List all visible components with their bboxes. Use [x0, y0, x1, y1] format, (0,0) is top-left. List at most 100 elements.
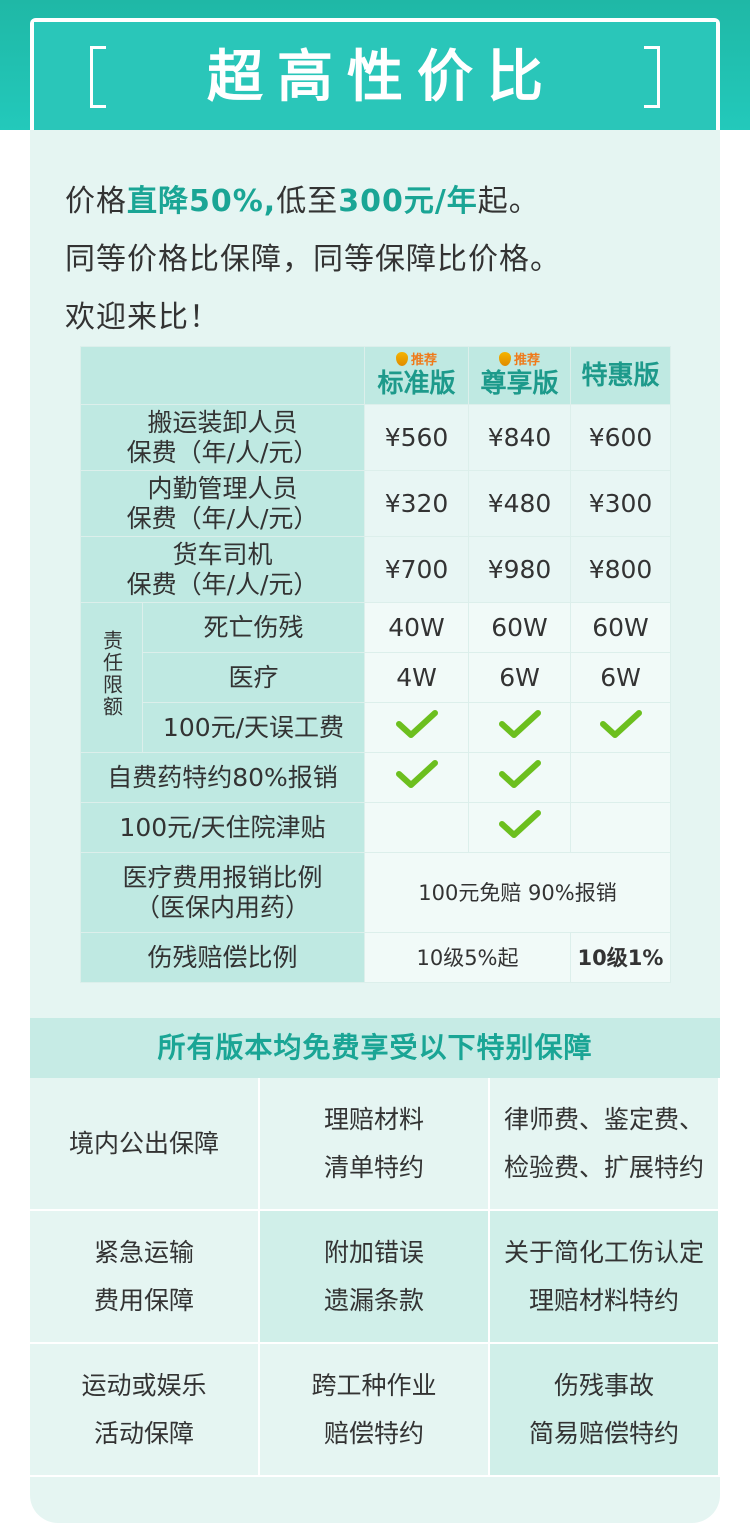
row-label: 自费药特约80%报销: [80, 752, 365, 803]
intro-line-2: 同等价格比保障，同等保障比价格。: [65, 242, 561, 277]
medical-ratio-value: 100元免赔 90%报销: [364, 852, 671, 933]
row-label-line: 医疗费用报销比例: [122, 862, 323, 892]
price-cell: ¥480: [468, 470, 571, 537]
benefit-cell: 境内公出保障: [30, 1078, 260, 1211]
row-label: 内勤管理人员 保费（年/人/元）: [80, 470, 365, 537]
limit-cell: 6W: [468, 652, 571, 703]
table-row: 医疗 4W 6W 6W: [81, 652, 671, 703]
table-row: 货车司机 保费（年/人/元） ¥700 ¥980 ¥800: [80, 536, 671, 603]
row-label: 100元/天误工费: [142, 702, 365, 753]
row-label-line: 货车司机: [172, 539, 273, 569]
plan-header-premium: 推荐 尊享版: [468, 346, 571, 405]
benefit-line: 检验费、扩展特约: [503, 1152, 704, 1182]
benefit-line: 境内公出保障: [68, 1128, 219, 1158]
check-cell: [570, 752, 671, 803]
price-cell: ¥980: [468, 536, 571, 603]
check-cell: [364, 802, 469, 853]
benefit-cell: 伤残事故 简易赔偿特约: [490, 1344, 720, 1477]
plan-header-standard: 推荐 标准版: [364, 346, 469, 405]
limit-cell: 60W: [468, 602, 571, 653]
row-label: 搬运装卸人员 保费（年/人/元）: [80, 404, 365, 471]
limit-cell: 4W: [364, 652, 469, 703]
intro-text: 价格直降50%,低至300元/年起。 同等价格比保障，同等保障比价格。 欢迎来比…: [65, 173, 705, 347]
medal-icon: [498, 352, 511, 366]
row-label-line: 保费（年/人/元）: [126, 569, 319, 599]
intro-line-3: 欢迎来比！: [65, 300, 220, 335]
benefit-line: 简易赔偿特约: [528, 1418, 679, 1448]
plan-header-discount: 特惠版: [570, 346, 671, 405]
benefit-line: 关于简化工伤认定: [503, 1237, 704, 1267]
liability-group-label: 责任限额: [80, 602, 143, 753]
table-row: 100元/天误工费: [81, 702, 671, 753]
right-bracket-icon: [644, 46, 660, 108]
benefit-line: 附加错误: [323, 1237, 424, 1267]
limit-cell: 40W: [364, 602, 469, 653]
row-label: 货车司机 保费（年/人/元）: [80, 536, 365, 603]
row-label: 伤残赔偿比例: [80, 932, 365, 983]
benefit-line: 赔偿特约: [323, 1418, 424, 1448]
row-label: 医疗费用报销比例 （医保内用药）: [80, 852, 365, 933]
badge-label: 推荐: [513, 353, 540, 368]
intro-line-1: 价格直降50%,低至300元/年起。: [65, 173, 705, 231]
limit-cell: 6W: [570, 652, 671, 703]
check-icon: [599, 710, 642, 738]
price-cell: ¥300: [570, 470, 671, 537]
check-cell: [364, 702, 469, 753]
check-icon: [498, 810, 541, 838]
price-drop-highlight: 直降50%,: [127, 184, 277, 219]
disability-ratio-discount-value: 10级1%: [570, 932, 671, 983]
row-label: 医疗: [142, 652, 365, 703]
check-icon: [498, 710, 541, 738]
left-bracket-icon: [90, 46, 106, 108]
benefit-line: 紧急运输: [93, 1237, 194, 1267]
table-row: 内勤管理人员 保费（年/人/元） ¥320 ¥480 ¥300: [80, 470, 671, 537]
benefit-line: 理赔材料特约: [528, 1285, 679, 1315]
benefits-grid: 境内公出保障 理赔材料 清单特约 律师费、鉴定费、 检验费、扩展特约 紧急运输 费用保…: [30, 1078, 720, 1477]
benefit-cell: 附加错误 遗漏条款: [260, 1211, 490, 1344]
row-label: 100元/天住院津贴: [80, 802, 365, 853]
disability-ratio-value: 10级5%起: [364, 932, 571, 983]
check-cell: [570, 702, 671, 753]
benefit-cell: 律师费、鉴定费、 检验费、扩展特约: [490, 1078, 720, 1211]
plan-name: 标准版: [377, 369, 456, 399]
price-cell: ¥700: [364, 536, 469, 603]
benefit-line: 费用保障: [93, 1285, 194, 1315]
check-icon: [498, 760, 541, 788]
row-label-line: 保费（年/人/元）: [126, 437, 319, 467]
plan-name: 特惠版: [581, 360, 660, 391]
intro-text-segment: 低至: [276, 184, 339, 219]
plan-comparison-table: 推荐 标准版 推荐 尊享版 特惠版 搬运装卸人员 保费（年/人/元） ¥560 ¥…: [80, 346, 671, 983]
benefit-cell: 紧急运输 费用保障: [30, 1211, 260, 1344]
check-cell: [570, 802, 671, 853]
row-label-line: 搬运装卸人员: [147, 407, 298, 437]
row-label-line: （医保内用药）: [134, 892, 310, 922]
page-title: 超高性价比: [207, 44, 557, 110]
price-cell: ¥320: [364, 470, 469, 537]
benefit-line: 运动或娱乐: [81, 1370, 207, 1400]
row-label-line: 内勤管理人员: [147, 473, 298, 503]
check-icon: [395, 710, 438, 738]
min-price-highlight: 300元/年: [338, 184, 478, 219]
table-row: 医疗费用报销比例 （医保内用药） 100元免赔 90%报销: [80, 852, 671, 933]
table-row: 责任限额 死亡伤残 40W 60W 60W: [80, 602, 671, 753]
recommend-badge: 推荐: [469, 352, 570, 369]
check-cell: [468, 752, 571, 803]
benefit-line: 活动保障: [93, 1418, 194, 1448]
row-label-line: 保费（年/人/元）: [126, 503, 319, 533]
check-cell: [468, 802, 571, 853]
badge-label: 推荐: [410, 353, 437, 368]
benefit-cell: 跨工种作业 赔偿特约: [260, 1344, 490, 1477]
check-cell: [364, 752, 469, 803]
plan-name: 尊享版: [480, 369, 559, 399]
row-label: 死亡伤残: [142, 602, 365, 653]
special-benefits-title: 所有版本均免费享受以下特别保障: [30, 1018, 720, 1078]
price-cell: ¥800: [570, 536, 671, 603]
table-row: 伤残赔偿比例 10级5%起 10级1%: [80, 932, 671, 983]
benefit-cell: 运动或娱乐 活动保障: [30, 1344, 260, 1477]
check-cell: [468, 702, 571, 753]
title-bar: 超高性价比: [30, 18, 720, 130]
price-cell: ¥840: [468, 404, 571, 471]
liability-group-text: 责任限额: [99, 630, 124, 718]
medal-icon: [395, 352, 408, 366]
recommend-badge: 推荐: [365, 352, 468, 369]
